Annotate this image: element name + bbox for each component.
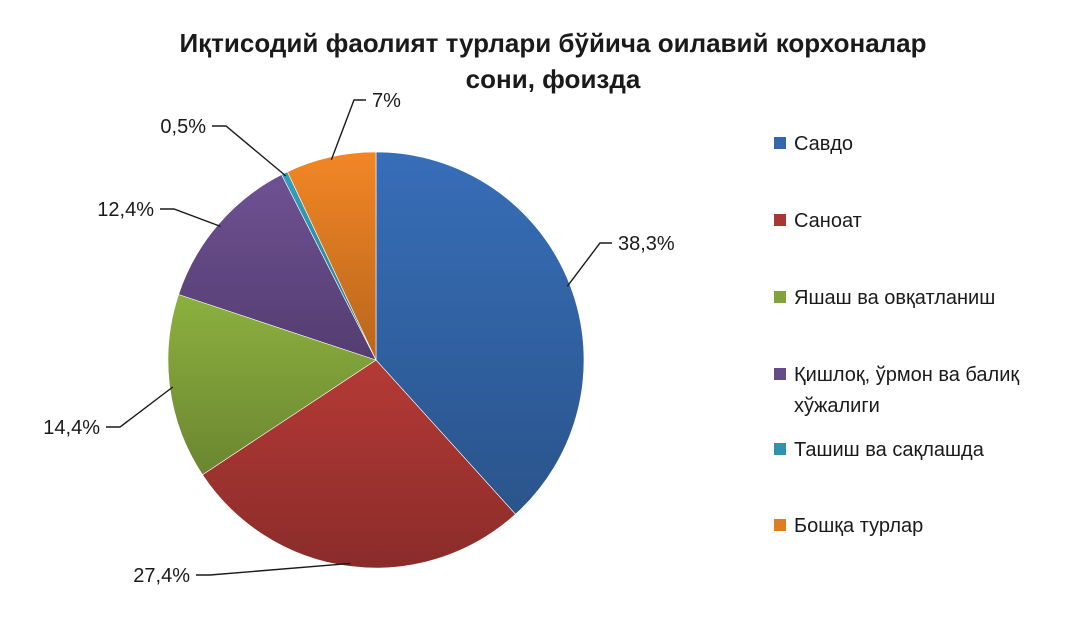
data-label: 0,5% <box>160 116 206 138</box>
pie-slice <box>375 151 585 515</box>
leader-lines <box>106 99 612 576</box>
leader-line <box>106 386 174 428</box>
legend-label: Яшаш ва овқатланиш <box>794 287 995 309</box>
legend-swatch <box>774 291 786 303</box>
legend-swatch <box>774 214 786 226</box>
legend-swatch <box>774 137 786 149</box>
leader-line <box>212 125 287 177</box>
chart-title-line: Иқтисодий фаолият турлари бўйича оилавий… <box>179 28 926 58</box>
data-labels: 38,3% 27,4% 14,4% 12,4% 0,5% 7% <box>43 90 675 587</box>
pie-slice <box>287 151 377 361</box>
data-label: 38,3% <box>618 233 675 255</box>
legend-swatch <box>774 368 786 380</box>
legend: Савдо Саноат Яшаш ва овқатланиш Қишлоқ, ўрм… <box>774 133 1019 537</box>
pie-slice <box>202 359 516 569</box>
chart-title: Иқтисодий фаолият турлари бўйича оилавий… <box>179 28 926 94</box>
legend-label: Саноат <box>794 210 862 232</box>
pie-slice <box>167 294 377 476</box>
legend-label: Қишлоқ, ўрмон ва балиқ <box>794 364 1019 386</box>
pie-slices <box>167 151 585 569</box>
chart-title-line: сони, фоизда <box>466 64 641 94</box>
legend-swatch <box>774 519 786 531</box>
leader-line <box>566 242 612 287</box>
legend-label: Ташиш ва сақлашда <box>794 439 985 461</box>
data-label: 12,4% <box>97 199 154 221</box>
legend-label: Савдо <box>794 133 853 155</box>
legend-label: Бошқа турлар <box>794 515 923 537</box>
data-label: 14,4% <box>43 417 100 439</box>
legend-label: хўжалиги <box>794 395 880 417</box>
leader-line <box>330 99 366 161</box>
leader-line <box>160 208 221 228</box>
pie-slice <box>178 174 377 361</box>
legend-swatch <box>774 443 786 455</box>
data-label: 7% <box>372 90 401 112</box>
data-label: 27,4% <box>133 565 190 587</box>
leader-line <box>196 562 351 576</box>
